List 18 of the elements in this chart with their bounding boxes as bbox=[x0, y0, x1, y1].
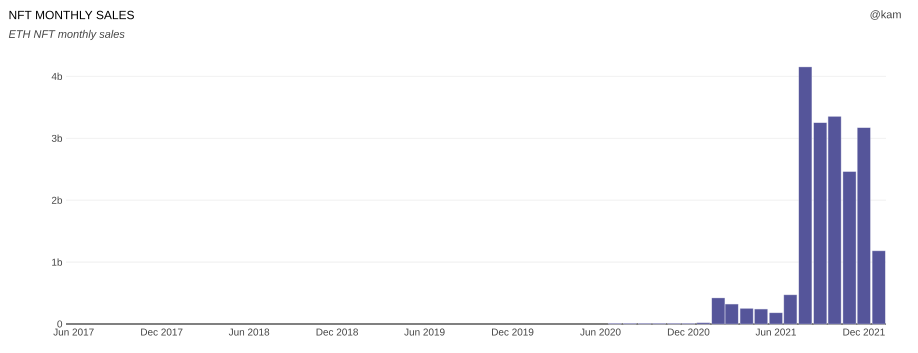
x-tick-label: Jun 2018 bbox=[228, 328, 270, 336]
x-tick-label: Dec 2021 bbox=[843, 328, 885, 336]
x-tick-label: Dec 2020 bbox=[668, 328, 710, 336]
x-tick-label: Dec 2019 bbox=[492, 328, 534, 336]
chart-subtitle: ETH NFT monthly sales bbox=[8, 30, 125, 40]
x-tick-label: Dec 2018 bbox=[316, 328, 358, 336]
y-tick-label: 4b bbox=[52, 72, 62, 80]
y-tick-label: 1b bbox=[52, 258, 62, 266]
x-tick-label: Jun 2017 bbox=[53, 328, 94, 336]
text: @kam bbox=[870, 10, 901, 20]
x-tick-label: Jun 2021 bbox=[756, 328, 796, 336]
y-tick-label: 3b bbox=[52, 134, 62, 142]
chart-title: NFT MONTHLY SALES bbox=[10, 10, 134, 20]
x-tick-label: Dec 2017 bbox=[141, 328, 182, 336]
y-tick-label: 0 bbox=[57, 320, 62, 328]
y-tick-label: 2b bbox=[52, 196, 62, 204]
x-tick-label: Jun 2019 bbox=[404, 328, 445, 336]
x-tick-label: Jun 2020 bbox=[580, 328, 621, 336]
